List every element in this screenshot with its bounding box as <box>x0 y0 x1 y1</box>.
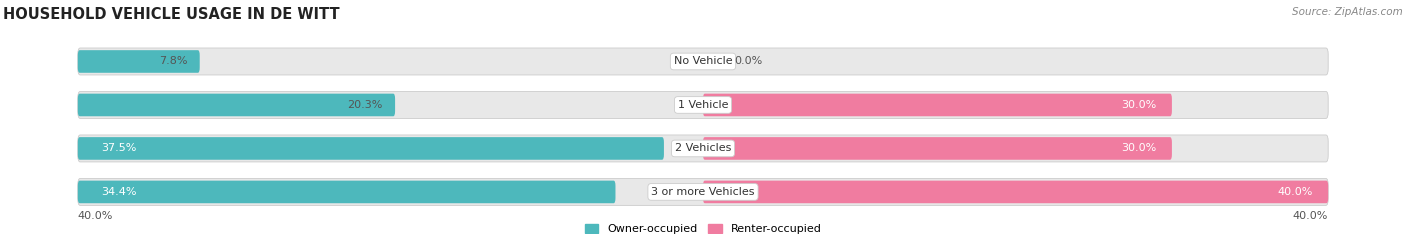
Text: 30.0%: 30.0% <box>1121 143 1156 154</box>
Text: Source: ZipAtlas.com: Source: ZipAtlas.com <box>1292 7 1403 17</box>
Text: 40.0%: 40.0% <box>77 211 112 221</box>
FancyBboxPatch shape <box>77 135 1329 162</box>
Text: HOUSEHOLD VEHICLE USAGE IN DE WITT: HOUSEHOLD VEHICLE USAGE IN DE WITT <box>3 7 339 22</box>
Text: 1 Vehicle: 1 Vehicle <box>678 100 728 110</box>
FancyBboxPatch shape <box>703 94 1171 116</box>
FancyBboxPatch shape <box>77 91 1329 118</box>
Text: 2 Vehicles: 2 Vehicles <box>675 143 731 154</box>
Text: 40.0%: 40.0% <box>1294 211 1329 221</box>
Text: 7.8%: 7.8% <box>159 56 187 66</box>
Legend: Owner-occupied, Renter-occupied: Owner-occupied, Renter-occupied <box>585 224 821 234</box>
FancyBboxPatch shape <box>703 137 1171 160</box>
FancyBboxPatch shape <box>77 137 664 160</box>
Text: 0.0%: 0.0% <box>734 56 762 66</box>
Text: 34.4%: 34.4% <box>101 187 136 197</box>
FancyBboxPatch shape <box>703 181 1329 203</box>
FancyBboxPatch shape <box>77 50 200 73</box>
FancyBboxPatch shape <box>77 94 395 116</box>
Text: 3 or more Vehicles: 3 or more Vehicles <box>651 187 755 197</box>
FancyBboxPatch shape <box>77 179 1329 205</box>
Text: 20.3%: 20.3% <box>347 100 382 110</box>
FancyBboxPatch shape <box>77 48 1329 75</box>
Text: No Vehicle: No Vehicle <box>673 56 733 66</box>
FancyBboxPatch shape <box>77 181 616 203</box>
Text: 30.0%: 30.0% <box>1121 100 1156 110</box>
Text: 40.0%: 40.0% <box>1277 187 1313 197</box>
Text: 37.5%: 37.5% <box>101 143 136 154</box>
